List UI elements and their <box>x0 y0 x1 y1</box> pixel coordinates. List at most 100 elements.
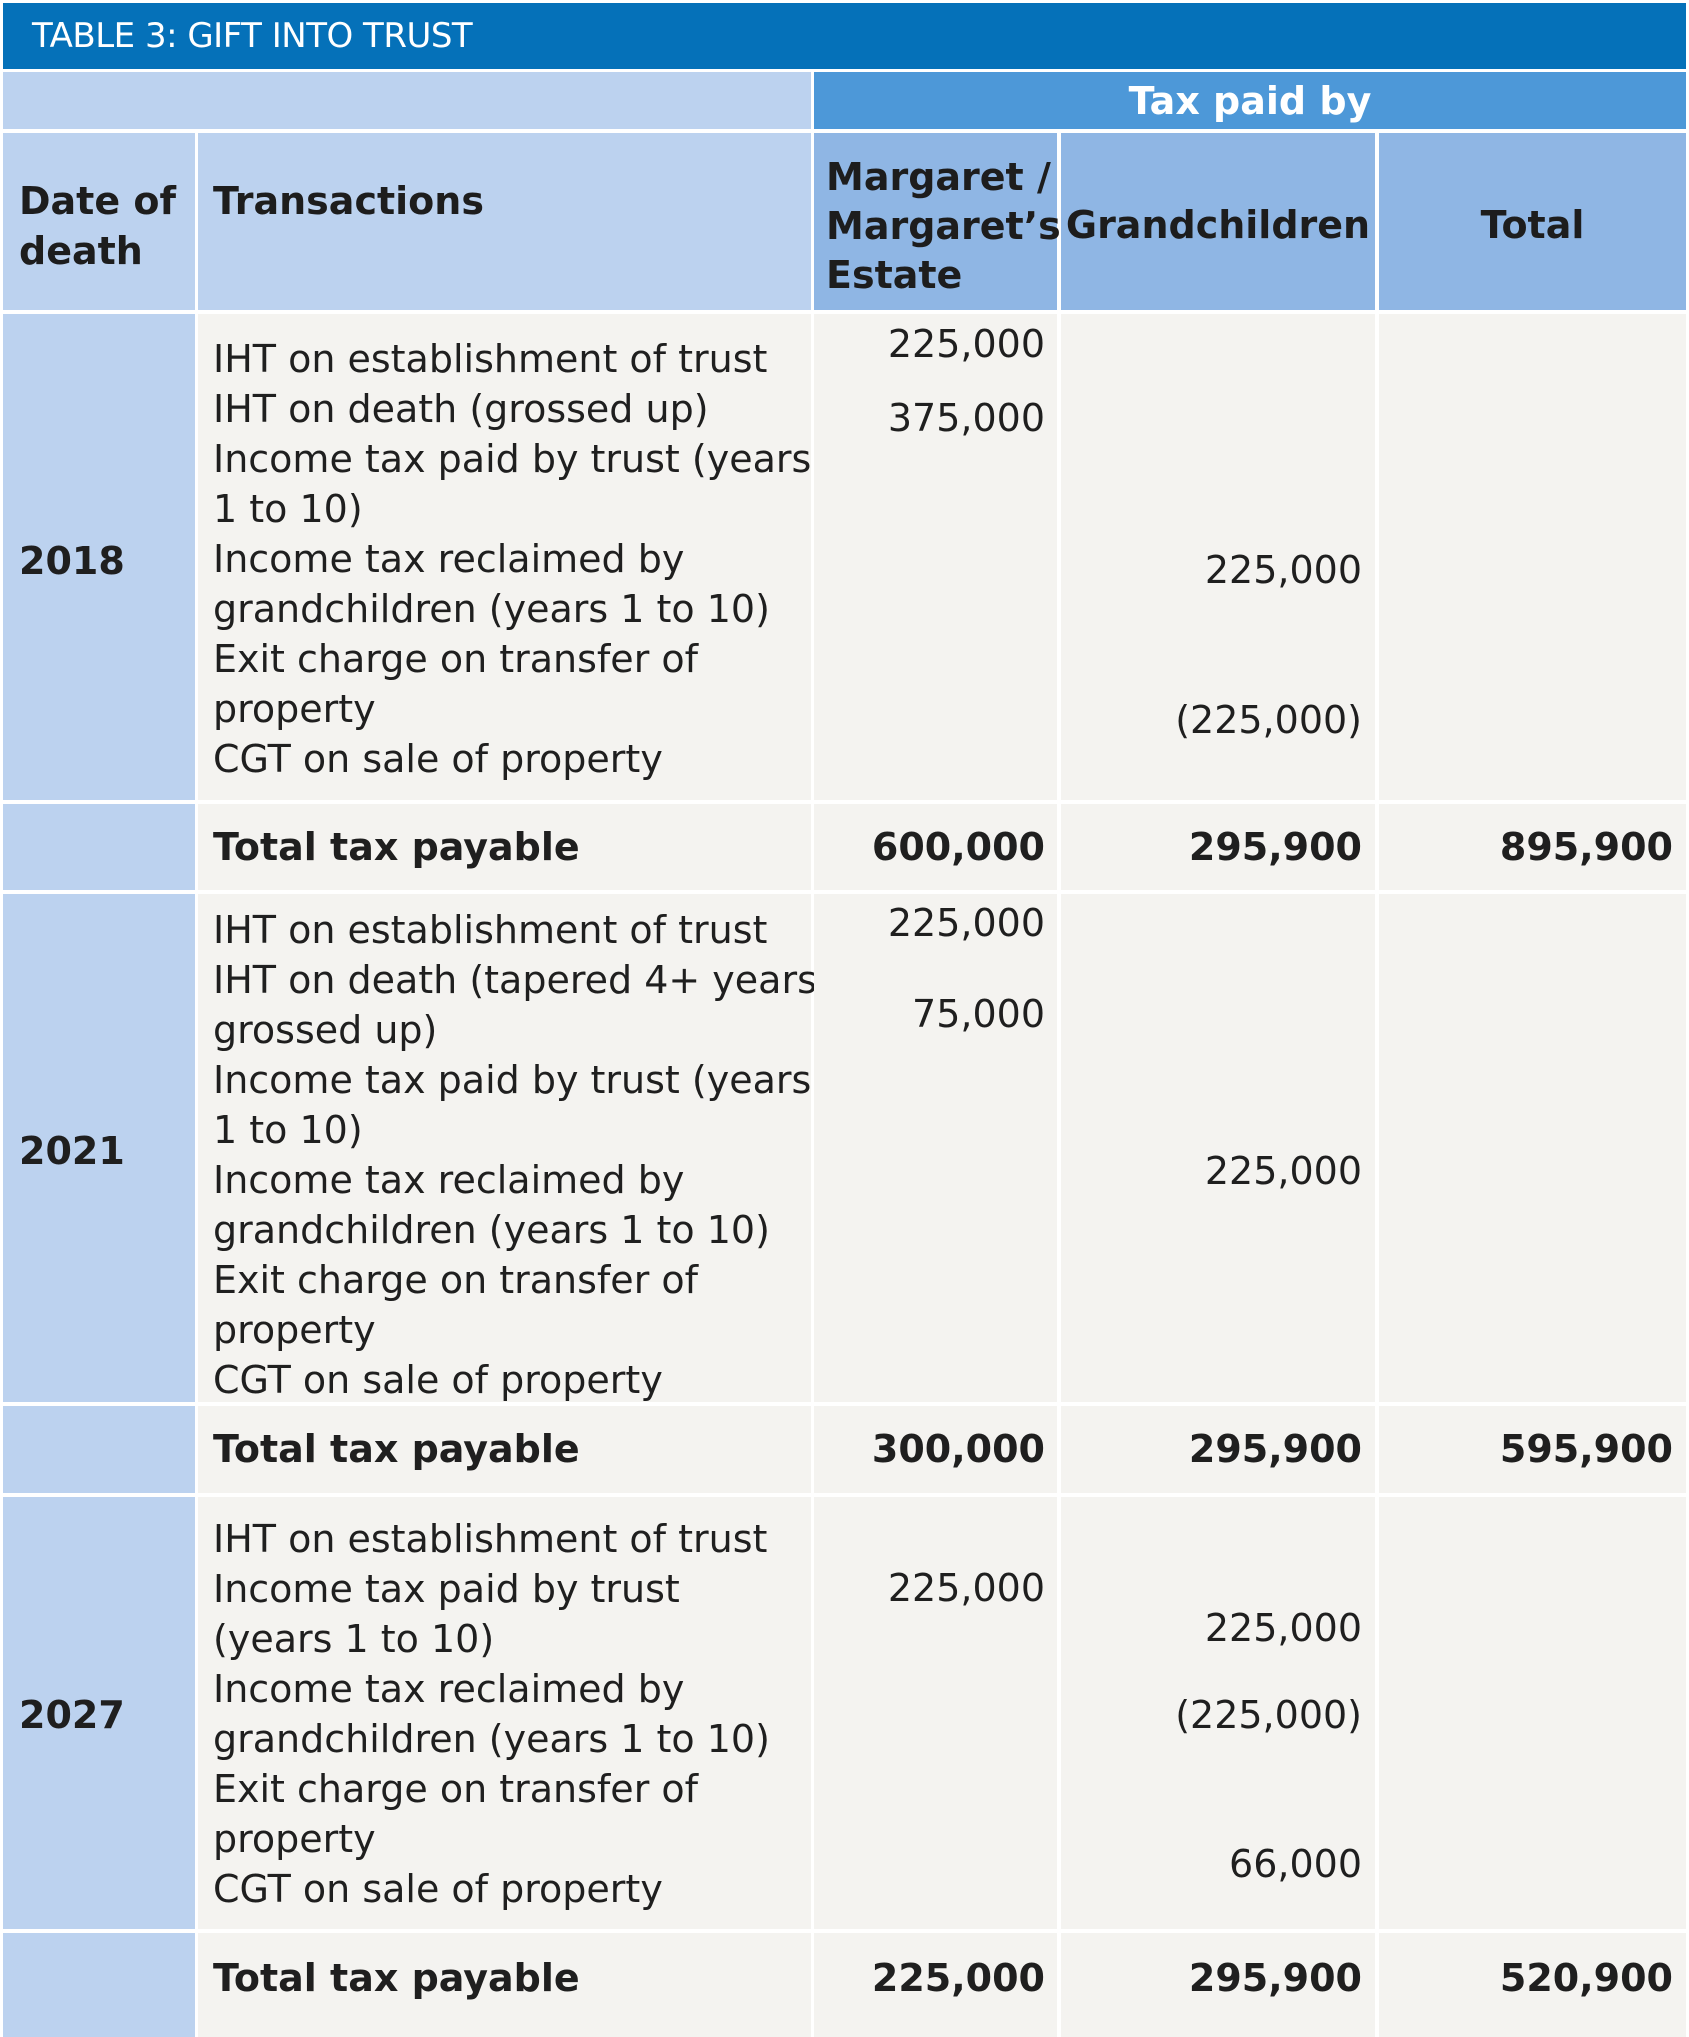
transaction-line: property <box>213 687 376 731</box>
tax-paid-by-label: Tax paid by <box>1128 79 1372 123</box>
total-row-total-2021: 595,900 <box>1379 1406 1686 1493</box>
total-row-label-cell-2021: Total tax payable <box>198 1406 811 1493</box>
margaret-cell-2021: 225,000 75,000 <box>814 894 1057 1402</box>
transaction-line: Income tax reclaimed by <box>213 1667 685 1711</box>
amount-value: (225,000) <box>1175 1693 1362 1737</box>
transactions-label: Transactions <box>213 179 484 223</box>
total-cell-2021 <box>1379 894 1686 1402</box>
total-total-value: 595,900 <box>1499 1427 1673 1471</box>
transaction-line: grandchildren (years 1 to 10) <box>213 1717 770 1761</box>
grandchildren-header: Grandchildren <box>1061 133 1375 310</box>
tax-paid-by-header: Tax paid by <box>814 72 1686 129</box>
total-label: Total <box>1480 203 1585 247</box>
total-row-label-cell-2018: Total tax payable <box>198 804 811 890</box>
total-row-blank-2027 <box>3 1933 195 2037</box>
transaction-line: IHT on death (grossed up) <box>213 387 709 431</box>
margaret-cell-2027: 225,000 <box>814 1497 1057 1929</box>
transaction-line: Exit charge on transfer of <box>213 1767 699 1811</box>
amount-value: 66,000 <box>1229 1842 1362 1886</box>
transaction-line: grandchildren (years 1 to 10) <box>213 587 770 631</box>
year-cell-2021: 2021 <box>3 894 195 1402</box>
margaret-label-line2: Margaret’s <box>826 204 1061 248</box>
date-of-death-label-line2: death <box>19 229 143 273</box>
transaction-line: IHT on death (tapered 4+ years, <box>213 958 829 1002</box>
amount-value: 375,000 <box>887 396 1045 440</box>
total-row-margaret-2021: 300,000 <box>814 1406 1057 1493</box>
total-row-grandchildren-2021: 295,900 <box>1061 1406 1375 1493</box>
total-grandchildren-value: 295,900 <box>1188 825 1362 869</box>
year-cell-2027: 2027 <box>3 1497 195 1929</box>
amount-value: 225,000 <box>887 1566 1045 1610</box>
year-label-2027: 2027 <box>19 1693 125 1737</box>
total-row-label: Total tax payable <box>213 1427 580 1471</box>
amount-value: (225,000) <box>1175 698 1362 742</box>
total-row-margaret-2018: 600,000 <box>814 804 1057 890</box>
transaction-line: (years 1 to 10) <box>213 1617 495 1661</box>
amount-value: 75,000 <box>912 992 1045 1036</box>
total-total-value: 895,900 <box>1499 825 1673 869</box>
total-row-blank-2018 <box>3 804 195 890</box>
grandchildren-cell-2027: 225,000 (225,000) 66,000 <box>1061 1497 1375 1929</box>
transaction-line: Exit charge on transfer of <box>213 637 699 681</box>
transaction-line: grandchildren (years 1 to 10) <box>213 1208 770 1252</box>
transaction-line: IHT on establishment of trust <box>213 337 768 381</box>
margaret-cell-2018: 225,000 375,000 <box>814 314 1057 800</box>
transaction-line: 1 to 10) <box>213 1108 363 1152</box>
amount-value: 225,000 <box>1204 1149 1362 1193</box>
date-of-death-label-line1: Date of <box>19 179 176 223</box>
total-row-label: Total tax payable <box>213 1956 580 2000</box>
transactions-cell-2018: IHT on establishment of trust IHT on dea… <box>198 314 811 800</box>
transactions-header: Transactions <box>198 133 811 310</box>
total-row-total-2027: 520,900 <box>1379 1933 1686 2037</box>
transaction-line: Income tax paid by trust (years <box>213 1058 812 1102</box>
transaction-line: Income tax reclaimed by <box>213 1158 685 1202</box>
amount-value: 225,000 <box>1204 1606 1362 1650</box>
amount-value: 225,000 <box>887 322 1045 366</box>
total-margaret-value: 225,000 <box>871 1956 1045 2000</box>
transaction-line: CGT on sale of property <box>213 1358 663 1402</box>
transaction-line: Income tax paid by trust <box>213 1567 680 1611</box>
amount-value: 225,000 <box>887 901 1045 945</box>
total-margaret-value: 600,000 <box>871 825 1045 869</box>
date-of-death-header: Date of death <box>3 133 195 310</box>
transaction-line: Exit charge on transfer of <box>213 1258 699 1302</box>
transaction-line: grossed up) <box>213 1008 438 1052</box>
transaction-line: property <box>213 1817 376 1861</box>
grandchildren-cell-2021: 225,000 <box>1061 894 1375 1402</box>
amount-value: 225,000 <box>1204 548 1362 592</box>
transaction-line: Income tax paid by trust (years <box>213 437 812 481</box>
total-row-grandchildren-2018: 295,900 <box>1061 804 1375 890</box>
year-label-2018: 2018 <box>19 539 125 583</box>
transaction-line: Income tax reclaimed by <box>213 537 685 581</box>
total-header: Total <box>1379 133 1686 310</box>
total-row-grandchildren-2027: 295,900 <box>1061 1933 1375 2037</box>
year-label-2021: 2021 <box>19 1129 125 1173</box>
transactions-cell-2021: IHT on establishment of trust IHT on dea… <box>198 894 829 1402</box>
transaction-line: 1 to 10) <box>213 487 363 531</box>
total-row-margaret-2027: 225,000 <box>814 1933 1057 2037</box>
total-row-label-cell-2027: Total tax payable <box>198 1933 811 2037</box>
year-cell-2018: 2018 <box>3 314 195 800</box>
margaret-label-line3: Estate <box>826 253 963 297</box>
total-grandchildren-value: 295,900 <box>1188 1427 1362 1471</box>
margaret-header: Margaret / Margaret’s Estate <box>814 133 1061 310</box>
total-row-total-2018: 895,900 <box>1379 804 1686 890</box>
total-margaret-value: 300,000 <box>871 1427 1045 1471</box>
margaret-label-line1: Margaret / <box>826 155 1051 199</box>
total-cell-2027 <box>1379 1497 1686 1929</box>
total-total-value: 520,900 <box>1499 1956 1673 2000</box>
total-row-label: Total tax payable <box>213 825 580 869</box>
transaction-line: CGT on sale of property <box>213 737 663 781</box>
transaction-line: CGT on sale of property <box>213 1867 663 1911</box>
transaction-line: property <box>213 1308 376 1352</box>
grandchildren-label: Grandchildren <box>1065 203 1371 247</box>
total-cell-2018 <box>1379 314 1686 800</box>
header-blank-cell <box>3 72 811 129</box>
transaction-line: IHT on establishment of trust <box>213 908 768 952</box>
table-title: TABLE 3: GIFT INTO TRUST <box>3 3 1686 69</box>
transactions-cell-2027: IHT on establishment of trust Income tax… <box>198 1497 811 1929</box>
transaction-line: IHT on establishment of trust <box>213 1517 768 1561</box>
total-row-blank-2021 <box>3 1406 195 1493</box>
total-grandchildren-value: 295,900 <box>1188 1956 1362 2000</box>
grandchildren-cell-2018: 225,000 (225,000) <box>1061 314 1375 800</box>
